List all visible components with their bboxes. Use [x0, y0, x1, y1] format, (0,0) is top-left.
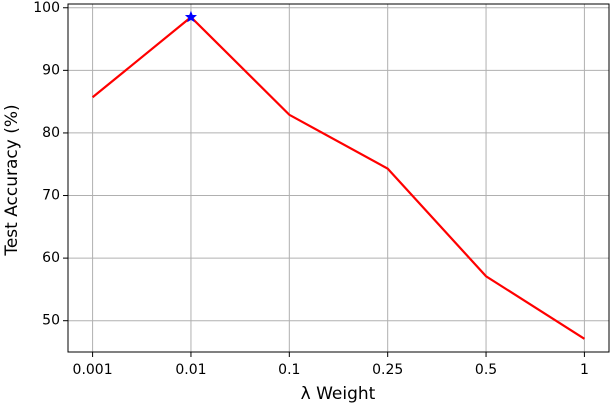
x-tick-label: 0.25	[372, 362, 403, 378]
x-tick-label: 1	[580, 362, 589, 378]
y-tick-label: 90	[42, 62, 60, 78]
line	[91, 15, 585, 340]
y-tick-label: 60	[42, 250, 60, 266]
y-tick-label: 80	[42, 125, 60, 141]
plot-frame	[67, 3, 610, 353]
highlight-marker	[184, 10, 197, 23]
x-axis-label: λ Weight	[301, 384, 376, 404]
x-tick-label: 0.01	[175, 362, 206, 378]
y-tick-label: 70	[42, 188, 60, 204]
x-tick-label: 0.5	[475, 362, 497, 378]
x-tick-label: 0.1	[278, 362, 300, 378]
y-tick-label: 100	[33, 0, 60, 16]
y-axis-label: Test Accuracy (%)	[2, 104, 22, 256]
y-tick-label: 50	[42, 313, 60, 329]
x-tick-label: 0.001	[73, 362, 113, 378]
